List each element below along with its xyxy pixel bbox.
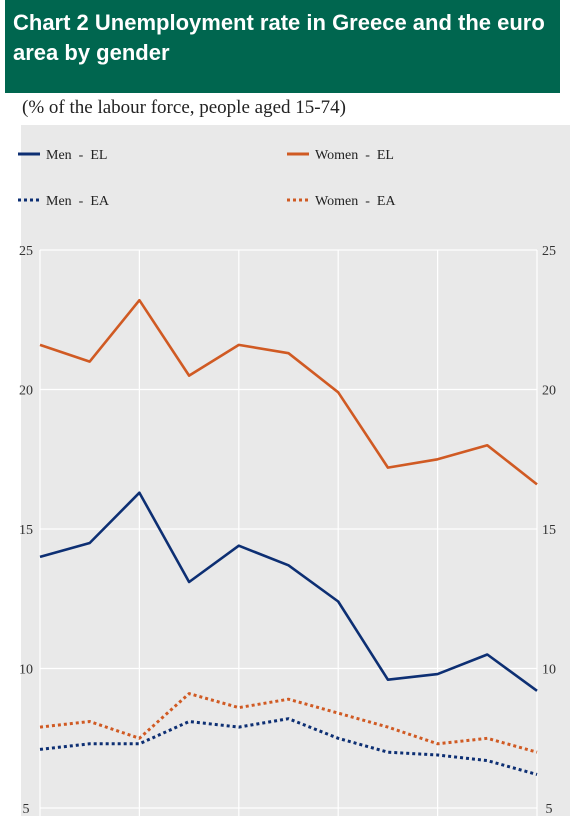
y-tick-label-right: 20 bbox=[542, 384, 556, 399]
chart-title: Chart 2 Unemployment rate in Greece and … bbox=[5, 0, 560, 93]
series-line-1 bbox=[39, 491, 538, 692]
series-line-2 bbox=[39, 298, 538, 486]
legend-label-2: Women - EL bbox=[315, 148, 394, 163]
y-tick-label-left: 10 bbox=[19, 663, 33, 678]
legend-label-3: Men - EA bbox=[46, 194, 110, 209]
y-tick-label-right: 25 bbox=[542, 244, 556, 259]
y-tick-label-right: 10 bbox=[542, 663, 556, 678]
y-tick-label-left: 15 bbox=[19, 523, 33, 538]
series-line-4 bbox=[39, 692, 538, 754]
y-tick-label-right: 5 bbox=[546, 802, 553, 816]
y-tick-label-left: 20 bbox=[19, 384, 33, 399]
y-tick-label-right: 15 bbox=[542, 523, 556, 538]
chart-subtitle: (% of the labour force, people aged 15-7… bbox=[22, 97, 346, 118]
y-tick-label-left: 5 bbox=[23, 802, 30, 816]
legend-label-4: Women - EA bbox=[315, 194, 396, 209]
series-line-3 bbox=[39, 717, 538, 776]
y-tick-label-left: 25 bbox=[19, 244, 33, 259]
legend-label-1: Men - EL bbox=[46, 148, 107, 163]
